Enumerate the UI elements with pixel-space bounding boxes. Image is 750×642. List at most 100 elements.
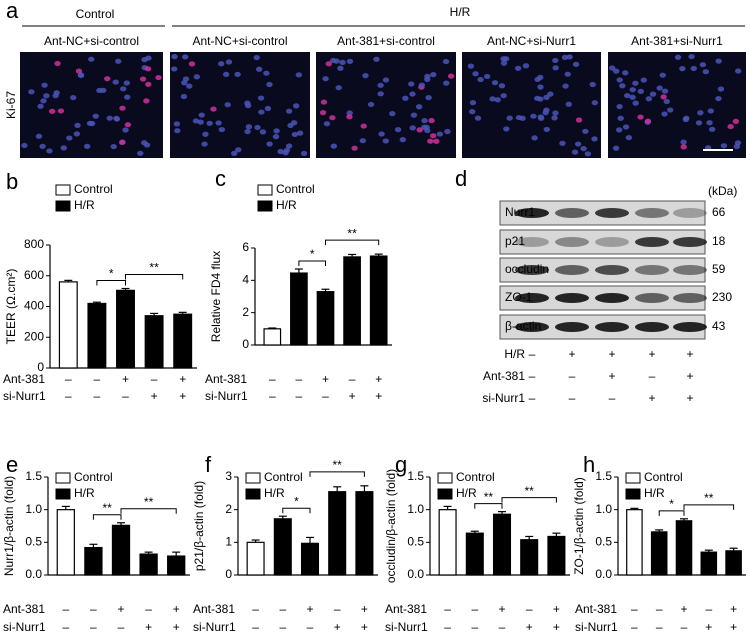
nucleus <box>389 111 396 117</box>
nucleus <box>424 73 431 79</box>
sign: – <box>279 620 286 634</box>
weight-label: 59 <box>712 262 726 276</box>
nucleus <box>656 85 663 91</box>
panel-label: a <box>6 0 19 23</box>
significance-bracket <box>683 504 735 510</box>
band <box>635 265 669 275</box>
nucleus <box>96 87 103 94</box>
nucleus <box>277 148 284 155</box>
sign: + <box>306 602 313 616</box>
nucleus <box>115 58 122 64</box>
panel-label: b <box>6 169 18 194</box>
nucleus <box>720 143 728 149</box>
sign: + <box>173 620 180 634</box>
y-tick-label: 1.0 <box>407 502 424 516</box>
nucleus <box>500 56 507 62</box>
nucleus <box>264 105 272 112</box>
nucleus <box>425 95 432 101</box>
nucleus <box>254 124 261 131</box>
nucleus <box>442 58 450 65</box>
nucleus <box>285 108 293 114</box>
y-axis-title: p21/β-actin (fold) <box>192 481 206 571</box>
bar <box>700 551 718 576</box>
nucleus <box>424 127 431 134</box>
nucleus <box>144 66 152 72</box>
nucleus <box>580 146 587 152</box>
legend-label: Control <box>264 470 303 484</box>
nucleus <box>322 76 329 82</box>
y-tick-label: 6 <box>242 240 249 254</box>
y-tick-label: 0 <box>225 567 232 581</box>
nucleus <box>617 115 624 121</box>
nucleus <box>394 127 402 133</box>
nucleus <box>566 54 573 60</box>
nucleus <box>591 136 598 142</box>
nucleus <box>225 59 233 65</box>
nucleus <box>296 130 304 136</box>
nucleus <box>608 65 616 71</box>
nucleus <box>351 145 358 151</box>
nucleus <box>467 63 475 69</box>
nucleus <box>245 124 253 130</box>
nucleus <box>330 143 338 149</box>
nucleus <box>645 96 653 102</box>
nucleus <box>515 114 523 121</box>
treatment-label: si-Nurr1 <box>193 620 236 634</box>
nucleus <box>244 100 251 106</box>
sign: + <box>553 620 560 634</box>
nucleus <box>112 79 119 85</box>
bar <box>56 509 75 576</box>
nucleus <box>272 134 280 140</box>
bar <box>246 541 265 576</box>
nucleus <box>182 76 190 82</box>
nucleus <box>537 74 544 80</box>
legend-label: Control <box>74 182 113 196</box>
nucleus <box>377 82 384 88</box>
nucleus <box>377 91 384 97</box>
sign: – <box>151 372 158 386</box>
sign: + <box>322 372 329 386</box>
y-tick-label: 3 <box>225 469 232 483</box>
panel-label: h <box>583 452 595 477</box>
image-title: Ant-NC+si-control <box>192 34 287 48</box>
weight-label: 66 <box>712 205 726 219</box>
band <box>515 293 549 303</box>
nucleus <box>378 131 385 137</box>
y-tick-label: 2 <box>225 502 232 516</box>
legend-label: Control <box>276 182 315 196</box>
nucleus <box>21 142 28 149</box>
sign: – <box>269 389 276 403</box>
nucleus <box>360 123 367 129</box>
nucleus <box>735 68 742 74</box>
sign: – <box>145 602 152 616</box>
nucleus <box>436 131 444 137</box>
protein-label: β-actin <box>505 319 541 333</box>
nucleus <box>506 115 513 121</box>
significance-label: * <box>669 497 674 511</box>
nucleus <box>489 96 496 102</box>
y-tick-label: 0.0 <box>25 567 42 581</box>
nucleus <box>674 54 682 60</box>
nucleus <box>562 83 569 89</box>
nucleus <box>43 93 50 99</box>
nucleus <box>447 73 455 79</box>
nucleus <box>104 76 111 82</box>
y-tick-label: 400 <box>24 299 44 313</box>
sign: + <box>686 391 693 405</box>
sign: – <box>349 372 356 386</box>
nucleus <box>77 72 85 79</box>
y-tick-label: 600 <box>24 268 44 282</box>
nucleus <box>477 76 484 83</box>
band <box>635 237 669 247</box>
legend-swatch <box>625 472 641 484</box>
band <box>595 265 629 275</box>
band <box>595 293 629 303</box>
nucleus <box>57 108 65 114</box>
nucleus <box>697 110 704 116</box>
nucleus <box>40 98 47 104</box>
panel-label: e <box>6 452 18 477</box>
nucleus <box>547 91 554 97</box>
legend-label: Control <box>74 470 113 484</box>
nucleus <box>530 113 537 119</box>
nucleus <box>680 139 687 145</box>
